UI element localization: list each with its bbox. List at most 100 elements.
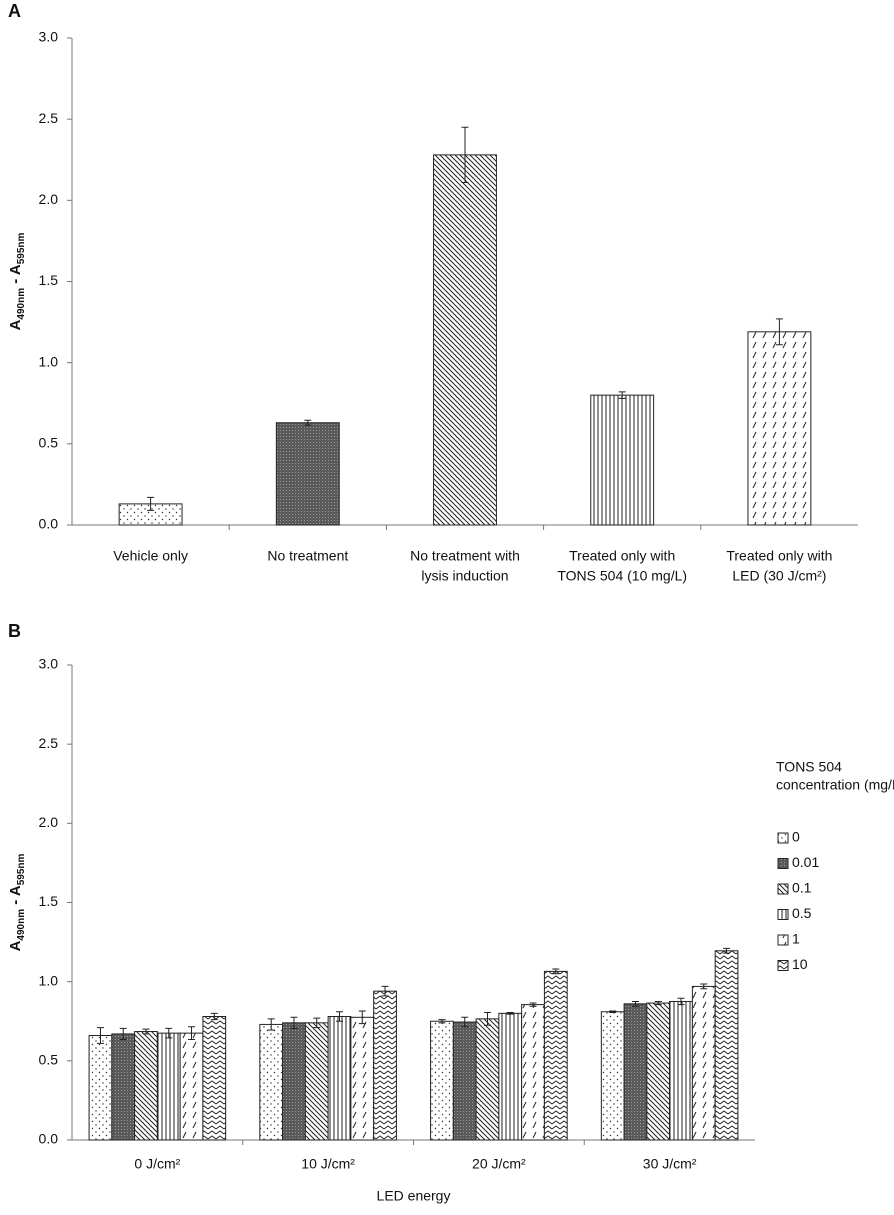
y-tick-label: 2.5: [39, 735, 59, 751]
y-axis-label-part: 595nm: [16, 853, 27, 885]
panel-label: B: [8, 621, 21, 641]
error-bar: [529, 1002, 537, 1007]
bar: [714, 950, 739, 1141]
bar: [134, 1031, 158, 1141]
error-bar: [96, 1027, 104, 1044]
error-bar: [304, 419, 312, 426]
bar: [259, 1023, 284, 1141]
bar: [475, 1018, 500, 1141]
bar: [275, 422, 340, 526]
y-tick-label: 1.0: [39, 972, 59, 988]
error-bar: [438, 1019, 446, 1024]
x-tick-label: 0 J/cm²: [134, 1156, 180, 1172]
error-bar: [142, 1028, 150, 1035]
bar: [691, 985, 716, 1141]
error-bar: [677, 997, 685, 1006]
error-bar: [147, 496, 155, 511]
x-tick-label: TONS 504 (10 mg/L): [557, 568, 687, 584]
legend-swatch: [777, 858, 789, 869]
y-tick-label: 0.0: [39, 1131, 59, 1147]
x-tick-label: 20 J/cm²: [472, 1156, 526, 1172]
y-tick-label: 2.0: [39, 191, 59, 207]
bar: [600, 1011, 625, 1141]
error-bar: [461, 1016, 469, 1028]
y-axis-label-part: - A: [7, 264, 24, 288]
bar: [498, 1012, 523, 1141]
bar: [452, 1021, 477, 1141]
y-axis-label-part: 595nm: [16, 232, 27, 264]
legend-swatch: [777, 934, 789, 946]
error-bar: [461, 126, 469, 183]
panel-label: A: [8, 1, 21, 21]
x-tick-label: 30 J/cm²: [643, 1156, 697, 1172]
error-bar: [506, 1012, 514, 1015]
bar: [179, 1032, 204, 1141]
bar: [350, 1016, 375, 1141]
legend-title: TONS 504: [776, 759, 842, 775]
y-tick-label: 2.5: [39, 110, 59, 126]
y-tick-label: 0.0: [39, 516, 59, 532]
error-bar: [775, 318, 783, 346]
bar: [433, 154, 497, 526]
legend-label: 0.01: [792, 854, 819, 870]
x-tick-label: lysis induction: [421, 568, 508, 584]
legend-swatch: [777, 909, 789, 920]
error-bar: [631, 1000, 639, 1007]
y-tick-label: 0.5: [39, 435, 59, 451]
error-bar: [381, 985, 389, 997]
x-tick-label: No treatment: [267, 548, 348, 564]
bar: [282, 1022, 306, 1141]
error-bar: [267, 1018, 275, 1031]
bar: [304, 1022, 329, 1141]
y-axis-label: A490nm - A595nm: [7, 232, 27, 330]
bar: [430, 1020, 454, 1141]
y-axis-label: A490nm - A595nm: [7, 853, 27, 951]
y-tick-label: 1.5: [39, 272, 59, 288]
error-bar: [188, 1026, 196, 1040]
error-bar: [210, 1012, 218, 1021]
error-bar: [654, 1000, 662, 1006]
legend-label: 10: [792, 956, 808, 972]
legend-label: 0.5: [792, 905, 812, 921]
y-tick-label: 1.5: [39, 893, 59, 909]
error-bar: [165, 1027, 173, 1039]
x-tick-label: Treated only with: [569, 548, 675, 564]
error-bar: [609, 1010, 617, 1014]
legend-swatch: [777, 832, 789, 844]
bar: [646, 1002, 671, 1141]
bar: [373, 990, 397, 1141]
error-bar: [336, 1011, 344, 1022]
bar: [669, 1000, 693, 1141]
y-tick-label: 2.0: [39, 814, 59, 830]
error-bar: [483, 1012, 491, 1026]
x-tick-label: LED (30 J/cm²): [732, 568, 826, 584]
error-bar: [313, 1017, 321, 1029]
bar: [156, 1032, 181, 1141]
bar: [521, 1004, 545, 1141]
bar: [202, 1016, 227, 1141]
error-bar: [723, 947, 731, 954]
y-tick-label: 3.0: [39, 29, 59, 45]
bar: [327, 1016, 352, 1141]
y-tick-label: 0.5: [39, 1052, 59, 1068]
y-axis-label-part: 490nm: [16, 288, 27, 320]
bar: [590, 394, 655, 526]
error-bar: [119, 1027, 127, 1040]
y-axis-label-part: - A: [7, 885, 24, 909]
bar: [88, 1035, 113, 1141]
x-tick-label: Vehicle only: [113, 548, 188, 564]
x-axis-label: LED energy: [377, 1188, 451, 1204]
y-axis-label-part: 490nm: [16, 909, 27, 941]
error-bar: [552, 968, 560, 975]
error-bar: [290, 1016, 298, 1029]
bar: [623, 1003, 648, 1141]
y-tick-label: 3.0: [39, 656, 59, 672]
x-tick-label: 10 J/cm²: [301, 1156, 355, 1172]
y-tick-label: 1.0: [39, 353, 59, 369]
bar: [543, 970, 568, 1141]
y-axis-label-part: A: [7, 319, 24, 330]
bar: [747, 331, 812, 526]
error-bar: [700, 983, 708, 990]
